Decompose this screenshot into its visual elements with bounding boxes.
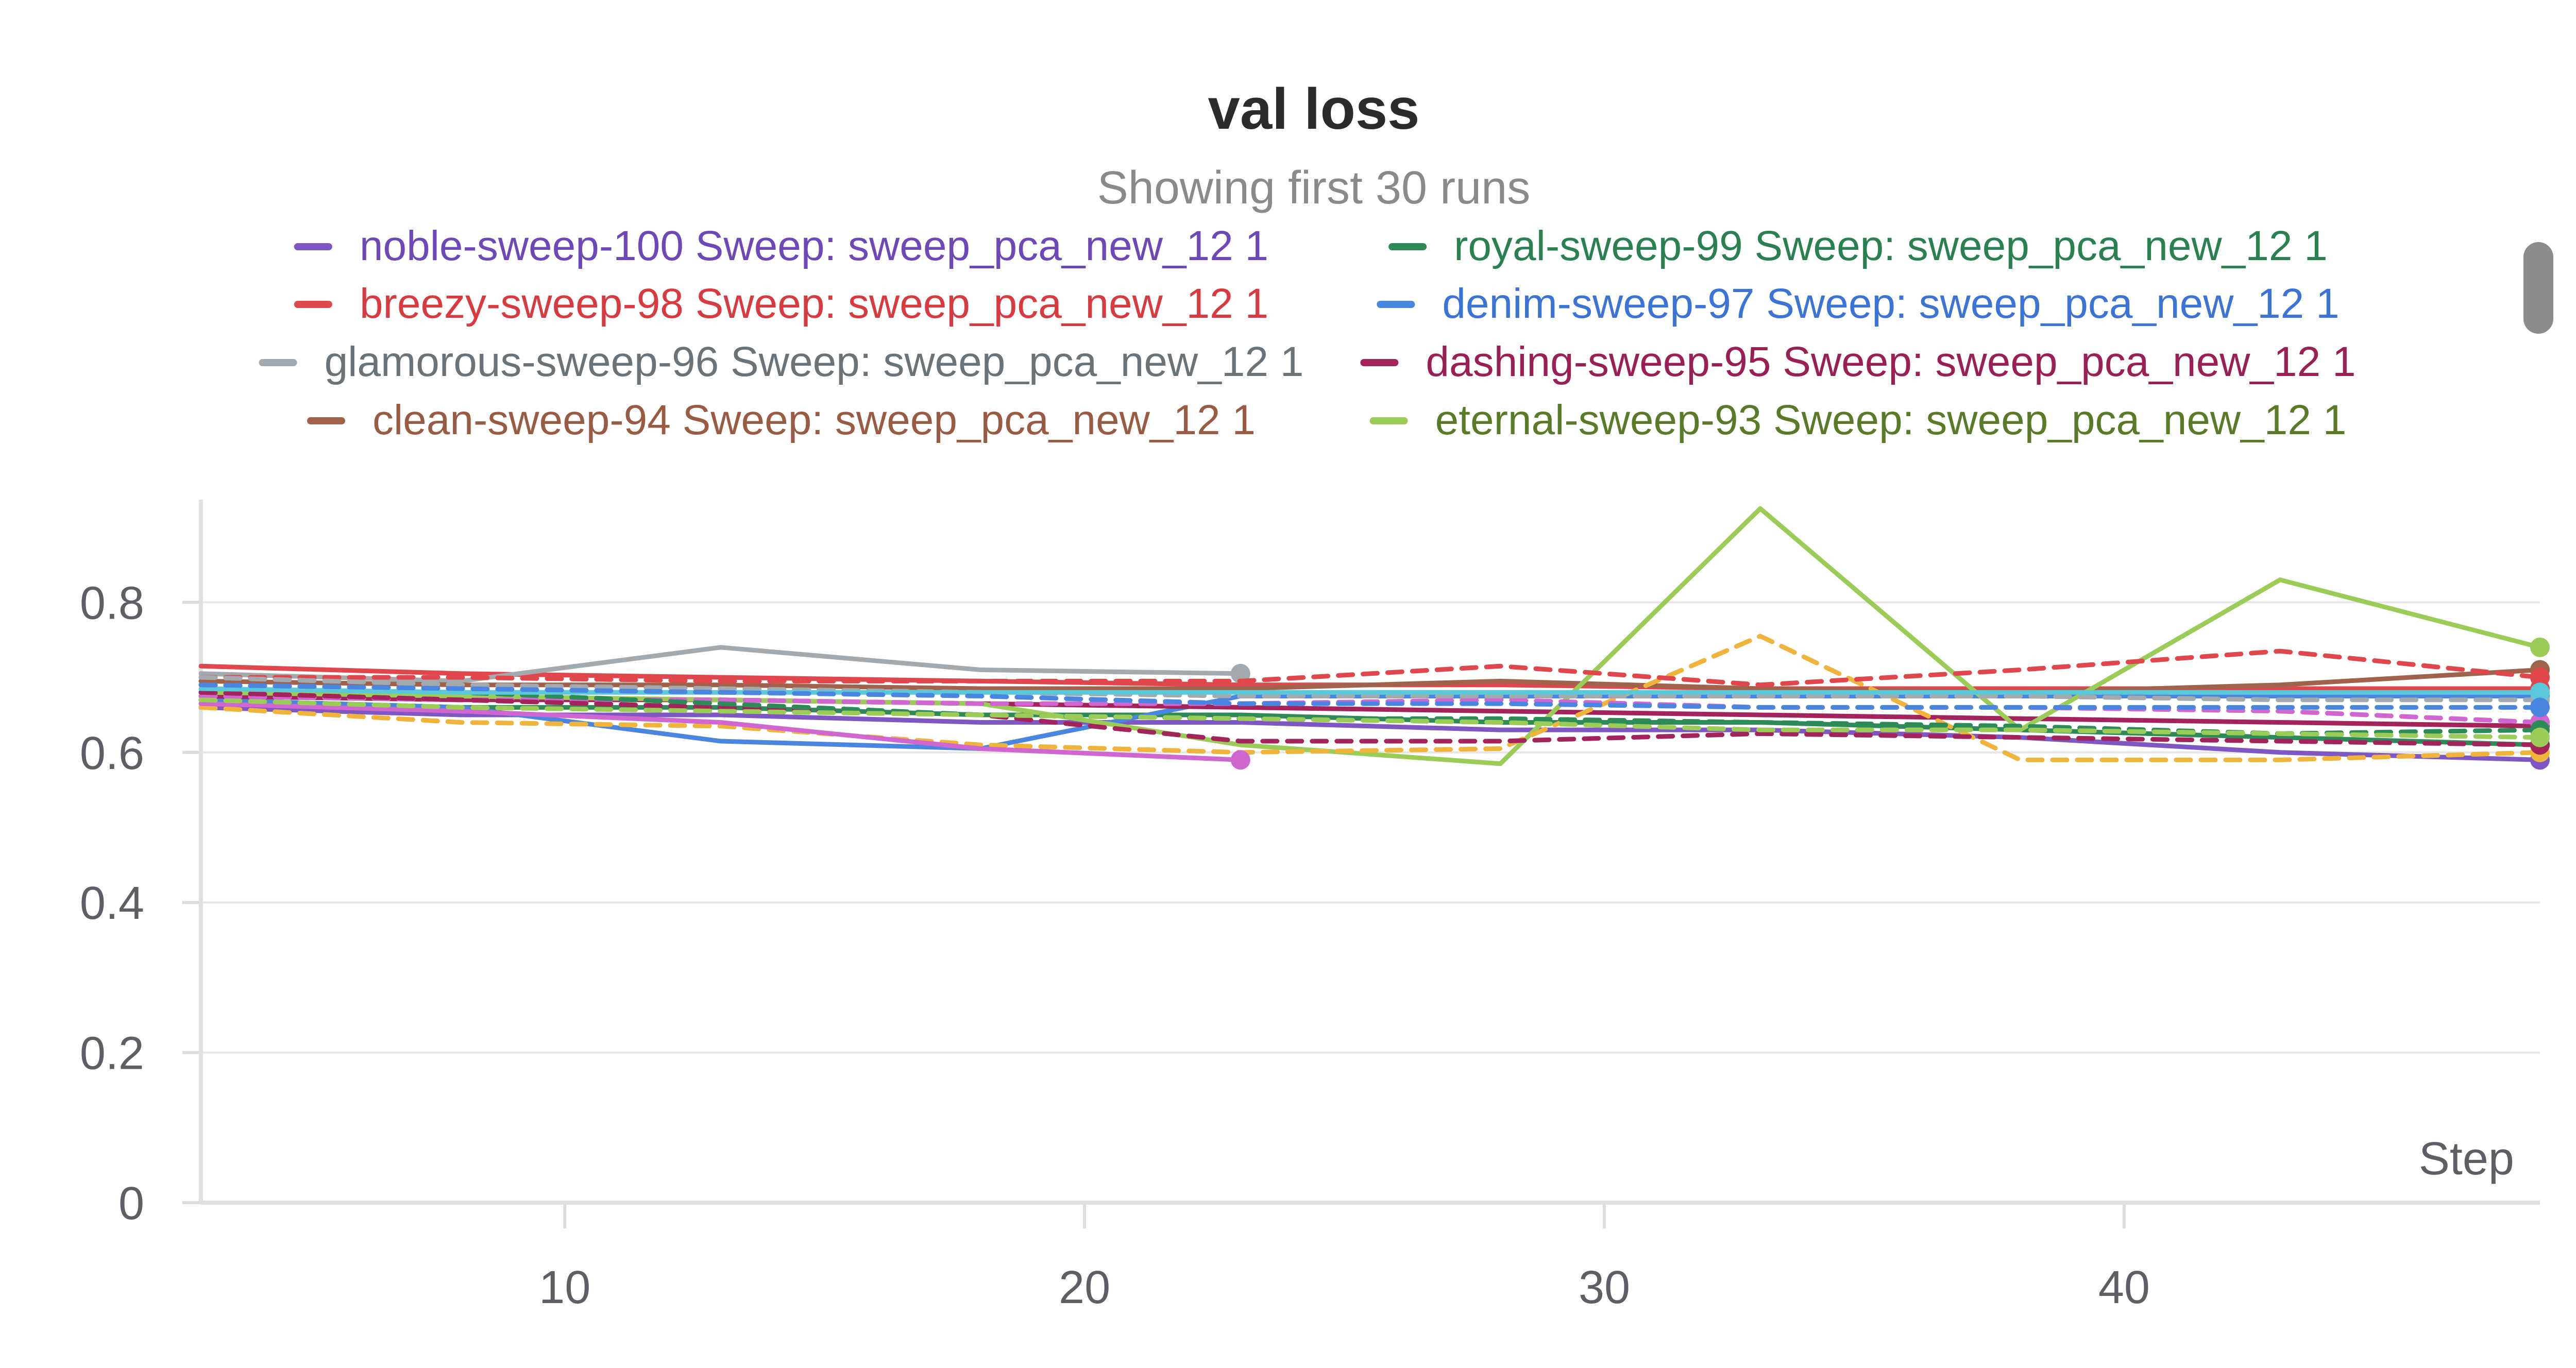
series-line-17	[198, 686, 2543, 695]
chart-title: val loss	[1208, 77, 1420, 141]
legend-scrollbar[interactable]	[2523, 242, 2553, 334]
legend-label: clean-sweep-94 Sweep: sweep_pca_new_12 1	[372, 397, 1256, 443]
series-end-point-8	[2530, 637, 2550, 657]
series-line-11	[198, 701, 1243, 762]
grid	[201, 601, 2540, 1054]
y-tick-label: 0.2	[80, 1028, 144, 1080]
y-tick-label: 0.4	[80, 878, 144, 929]
series-line-9	[198, 634, 2543, 762]
legend-item[interactable]: denim-sweep-97 Sweep: sweep_pca_new_12 1	[1377, 280, 2340, 327]
tick-labels: 0 0.2 0.4 0.6 0.8 10 20 30 40	[80, 577, 2150, 1313]
legend-label: eternal-sweep-93 Sweep: sweep_pca_new_12…	[1435, 397, 2347, 443]
legend-item[interactable]: dashing-sweep-95 Sweep: sweep_pca_new_12…	[1360, 338, 2356, 385]
legend-item[interactable]: clean-sweep-94 Sweep: sweep_pca_new_12 1	[307, 397, 1256, 443]
legend-label: breezy-sweep-98 Sweep: sweep_pca_new_12 …	[360, 280, 1268, 327]
legend-item[interactable]: noble-sweep-100 Sweep: sweep_pca_new_12 …	[294, 223, 1268, 269]
x-tick-label: 40	[2098, 1262, 2150, 1313]
legend-item[interactable]: glamorous-sweep-96 Sweep: sweep_pca_new_…	[259, 338, 1304, 385]
series-line-18	[198, 682, 2543, 710]
x-axis-label: Step	[2419, 1133, 2514, 1185]
series-line-15	[198, 697, 2543, 740]
y-tick-label: 0	[118, 1178, 144, 1229]
chart-subtitle: Showing first 30 runs	[1097, 162, 1530, 214]
series-line-8	[198, 506, 2543, 766]
series-line-13	[198, 690, 2543, 747]
legend-label: royal-sweep-99 Sweep: sweep_pca_new_12 1	[1454, 223, 2328, 269]
series-end-point-15	[2530, 727, 2550, 747]
series-end-point-11	[1230, 750, 1250, 770]
legend: noble-sweep-100 Sweep: sweep_pca_new_12 …	[259, 223, 2356, 443]
legend-label: dashing-sweep-95 Sweep: sweep_pca_new_12…	[1426, 338, 2355, 385]
legend-item[interactable]: eternal-sweep-93 Sweep: sweep_pca_new_12…	[1369, 397, 2347, 443]
series-end-point-18	[2530, 697, 2550, 717]
legend-label: denim-sweep-97 Sweep: sweep_pca_new_12 1	[1442, 280, 2339, 327]
legend-label: noble-sweep-100 Sweep: sweep_pca_new_12 …	[360, 223, 1268, 269]
series-lines	[198, 506, 2550, 770]
legend-item[interactable]: breezy-sweep-98 Sweep: sweep_pca_new_12 …	[294, 280, 1268, 327]
series-line-7	[198, 668, 2543, 695]
legend-label: glamorous-sweep-96 Sweep: sweep_pca_new_…	[325, 338, 1304, 385]
series-end-point-5	[1230, 663, 1250, 683]
series-line-16	[198, 675, 2543, 703]
series-end-point-17	[2530, 682, 2550, 703]
series-line-10	[198, 648, 2543, 688]
x-tick-label: 20	[1059, 1262, 1110, 1313]
x-tick-label: 30	[1579, 1262, 1630, 1313]
axes	[182, 500, 2540, 1228]
y-tick-label: 0.8	[80, 577, 144, 629]
y-tick-label: 0.6	[80, 728, 144, 779]
x-tick-label: 10	[539, 1262, 590, 1313]
series-end-point-10	[2530, 668, 2550, 688]
legend-item[interactable]: royal-sweep-99 Sweep: sweep_pca_new_12 1	[1388, 223, 2328, 269]
